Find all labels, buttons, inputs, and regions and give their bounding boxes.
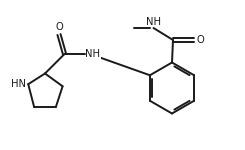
Text: NH: NH (86, 49, 100, 59)
Text: O: O (55, 22, 63, 32)
Text: NH: NH (147, 18, 161, 27)
Text: HN: HN (11, 79, 26, 89)
Text: O: O (196, 35, 204, 45)
